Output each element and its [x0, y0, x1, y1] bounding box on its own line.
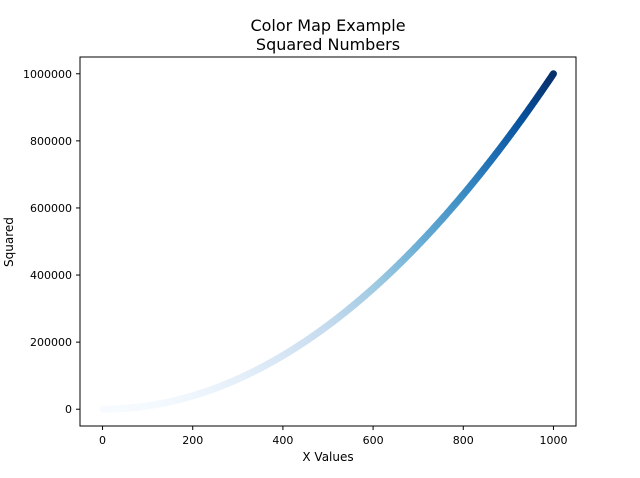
- chart-subtitle: Squared Numbers: [256, 35, 400, 54]
- x-tick-label: 200: [182, 434, 203, 447]
- scatter-point: [549, 70, 557, 78]
- x-axis-ticks: 0 200 400 600 800 1000: [99, 426, 567, 447]
- y-tick-label: 600000: [30, 202, 72, 215]
- scatter-points: [99, 70, 557, 413]
- y-axis-label: Squared: [2, 217, 16, 267]
- x-tick-label: 1000: [539, 434, 567, 447]
- y-tick-label: 200000: [30, 336, 72, 349]
- y-axis-ticks: 0 200000 400000 600000 800000 1000000: [23, 68, 80, 416]
- x-tick-label: 600: [363, 434, 384, 447]
- y-tick-label: 0: [65, 403, 72, 416]
- plot-frame: [79, 56, 577, 427]
- x-axis-label: X Values: [302, 450, 353, 464]
- x-tick-label: 400: [272, 434, 293, 447]
- x-tick-label: 0: [99, 434, 106, 447]
- y-tick-label: 1000000: [23, 68, 72, 81]
- x-tick-label: 800: [453, 434, 474, 447]
- y-tick-label: 800000: [30, 135, 72, 148]
- chart-title: Color Map Example: [250, 16, 405, 35]
- y-tick-label: 400000: [30, 269, 72, 282]
